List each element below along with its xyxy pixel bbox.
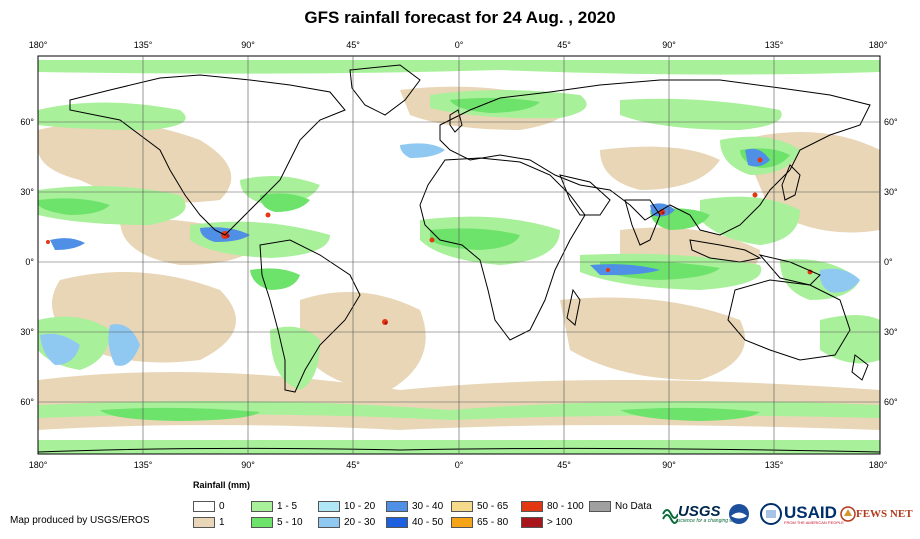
legend-label: No Data: [615, 500, 652, 512]
lat-labels-left: 60° 30° 0° 30° 60°: [20, 117, 34, 407]
legend-swatch: [193, 500, 215, 512]
lon-label-bottom: 90°: [662, 460, 676, 470]
lon-label-top: 180°: [869, 40, 888, 50]
lon-labels-bottom: 180° 135° 90° 45° 0° 45° 90° 135° 180°: [29, 460, 888, 470]
lon-labels-top: 180° 135° 90° 45° 0° 45° 90° 135° 180°: [29, 40, 888, 50]
legend-swatch: [451, 516, 473, 528]
noaa-logo: [728, 500, 750, 528]
lon-label-bottom: 135°: [134, 460, 153, 470]
legend-item: 0: [193, 500, 225, 512]
usaid-seal-icon: [760, 503, 782, 525]
fews-net-logo-text: FEWS NET: [856, 508, 913, 520]
lon-label-top: 45°: [557, 40, 571, 50]
legend-item: 65 - 80: [451, 516, 508, 528]
legend-item: 30 - 40: [386, 500, 443, 512]
fews-net-logo: FEWS NET: [840, 500, 913, 528]
lat-label-right: 60°: [884, 117, 898, 127]
legend-label: 80 - 100: [547, 500, 584, 512]
lat-label-left: 0°: [25, 257, 34, 267]
lon-label-bottom: 45°: [346, 460, 360, 470]
lon-label-top: 90°: [662, 40, 676, 50]
legend-label: 1 - 5: [277, 500, 298, 512]
usaid-tagline: FROM THE AMERICAN PEOPLE: [784, 519, 844, 525]
legend-swatch: [521, 516, 543, 528]
legend-label: 10 - 20: [344, 500, 376, 512]
legend-item: 40 - 50: [386, 516, 443, 528]
rain-over-100mm-areas: [226, 211, 665, 325]
legend-swatch: [386, 500, 408, 512]
legend-label: 40 - 50: [412, 516, 444, 528]
legend-label: 30 - 40: [412, 500, 444, 512]
legend-item: 20 - 30: [318, 516, 375, 528]
legend-title: Rainfall (mm): [193, 480, 251, 490]
lon-label-bottom: 0°: [455, 460, 464, 470]
producer-credit: Map produced by USGS/EROS: [10, 515, 150, 526]
noaa-icon: [729, 504, 749, 524]
legend-swatch: [451, 500, 473, 512]
legend-label: 20 - 30: [344, 516, 376, 528]
lon-label-bottom: 180°: [869, 460, 888, 470]
legend-swatch: [318, 516, 340, 528]
legend-label: > 100: [547, 516, 573, 528]
legend-item: No Data: [589, 500, 652, 512]
usgs-logo: USGS science for a changing world: [662, 500, 741, 528]
legend-item: > 100: [521, 516, 572, 528]
lon-label-bottom: 45°: [557, 460, 571, 470]
lat-label-right: 0°: [884, 257, 893, 267]
legend-label: 0: [219, 500, 225, 512]
rain-20-30mm-areas: [40, 143, 860, 366]
lat-label-left: 30°: [20, 187, 34, 197]
lon-label-top: 0°: [455, 40, 464, 50]
legend-swatch: [589, 500, 611, 512]
lon-label-top: 135°: [134, 40, 153, 50]
usgs-tagline: science for a changing world: [678, 518, 742, 524]
lon-label-bottom: 135°: [765, 460, 784, 470]
legend-item: 1: [193, 516, 225, 528]
coastlines: [38, 64, 880, 453]
usaid-logo: USAID FROM THE AMERICAN PEOPLE: [760, 500, 844, 528]
legend-swatch: [318, 500, 340, 512]
lat-label-left: 30°: [20, 327, 34, 337]
legend-item: 50 - 65: [451, 500, 508, 512]
legend-swatch: [521, 500, 543, 512]
lon-label-bottom: 180°: [29, 460, 48, 470]
rain-5-10mm-areas: [38, 97, 790, 421]
usgs-wave-icon: [662, 509, 678, 524]
legend-swatch: [251, 500, 273, 512]
legend-item: 1 - 5: [251, 500, 297, 512]
legend-swatch: [251, 516, 273, 528]
lat-label-right: 30°: [884, 327, 898, 337]
legend-swatch: [386, 516, 408, 528]
lon-label-top: 180°: [29, 40, 48, 50]
legend-label: 1: [219, 516, 225, 528]
legend-item: 10 - 20: [318, 500, 375, 512]
fews-net-emblem-icon: [840, 506, 856, 522]
lon-label-top: 90°: [241, 40, 255, 50]
legend-item: 5 - 10: [251, 516, 303, 528]
rainfall-legend: Rainfall (mm) 0 1 1 - 5 5 - 10 10 - 20 20 - 3…: [193, 480, 653, 532]
legend-label: 5 - 10: [277, 516, 303, 528]
legend-item: 80 - 100: [521, 500, 584, 512]
lat-label-left: 60°: [20, 117, 34, 127]
lat-label-right: 60°: [884, 397, 898, 407]
lon-label-bottom: 90°: [241, 460, 255, 470]
lon-label-top: 135°: [765, 40, 784, 50]
legend-label: 65 - 80: [477, 516, 509, 528]
legend-label: 50 - 65: [477, 500, 509, 512]
lon-label-top: 45°: [346, 40, 360, 50]
usaid-logo-text: USAID: [784, 502, 837, 522]
graticule: [37, 55, 881, 455]
lat-label-right: 30°: [884, 187, 898, 197]
legend-swatch: [193, 516, 215, 528]
lat-label-left: 60°: [20, 397, 34, 407]
lat-labels-right: 60° 30° 0° 30° 60°: [884, 117, 898, 407]
map-title: GFS rainfall forecast for 24 Aug. , 2020: [304, 8, 616, 27]
usgs-logo-text: USGS: [678, 503, 721, 520]
